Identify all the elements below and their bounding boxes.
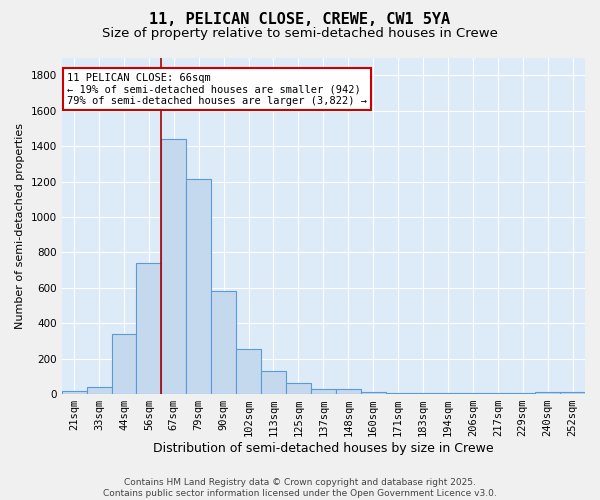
Bar (86, 386, 112, 394)
X-axis label: Distribution of semi-detached houses by size in Crewe: Distribution of semi-detached houses by … (153, 442, 494, 455)
Bar (286, 382, 311, 394)
Bar (410, 393, 436, 394)
Bar (112, 334, 136, 394)
Bar (560, 392, 585, 394)
Bar (436, 393, 460, 394)
Bar (311, 389, 336, 394)
Bar (211, 292, 236, 394)
Bar (136, 263, 161, 394)
Bar (336, 390, 361, 394)
Y-axis label: Number of semi-detached properties: Number of semi-detached properties (15, 123, 25, 329)
Text: Contains HM Land Registry data © Crown copyright and database right 2025.
Contai: Contains HM Land Registry data © Crown c… (103, 478, 497, 498)
Bar (361, 392, 386, 394)
Text: 11 PELICAN CLOSE: 66sqm
← 19% of semi-detached houses are smaller (942)
79% of s: 11 PELICAN CLOSE: 66sqm ← 19% of semi-de… (67, 72, 367, 106)
Text: 11, PELICAN CLOSE, CREWE, CW1 5YA: 11, PELICAN CLOSE, CREWE, CW1 5YA (149, 12, 451, 28)
Bar (62, 392, 86, 394)
Bar (186, 179, 211, 394)
Bar (386, 393, 410, 394)
Bar (161, 139, 186, 394)
Bar (261, 371, 286, 394)
Text: Size of property relative to semi-detached houses in Crewe: Size of property relative to semi-detach… (102, 28, 498, 40)
Bar (236, 349, 261, 394)
Bar (535, 392, 560, 394)
